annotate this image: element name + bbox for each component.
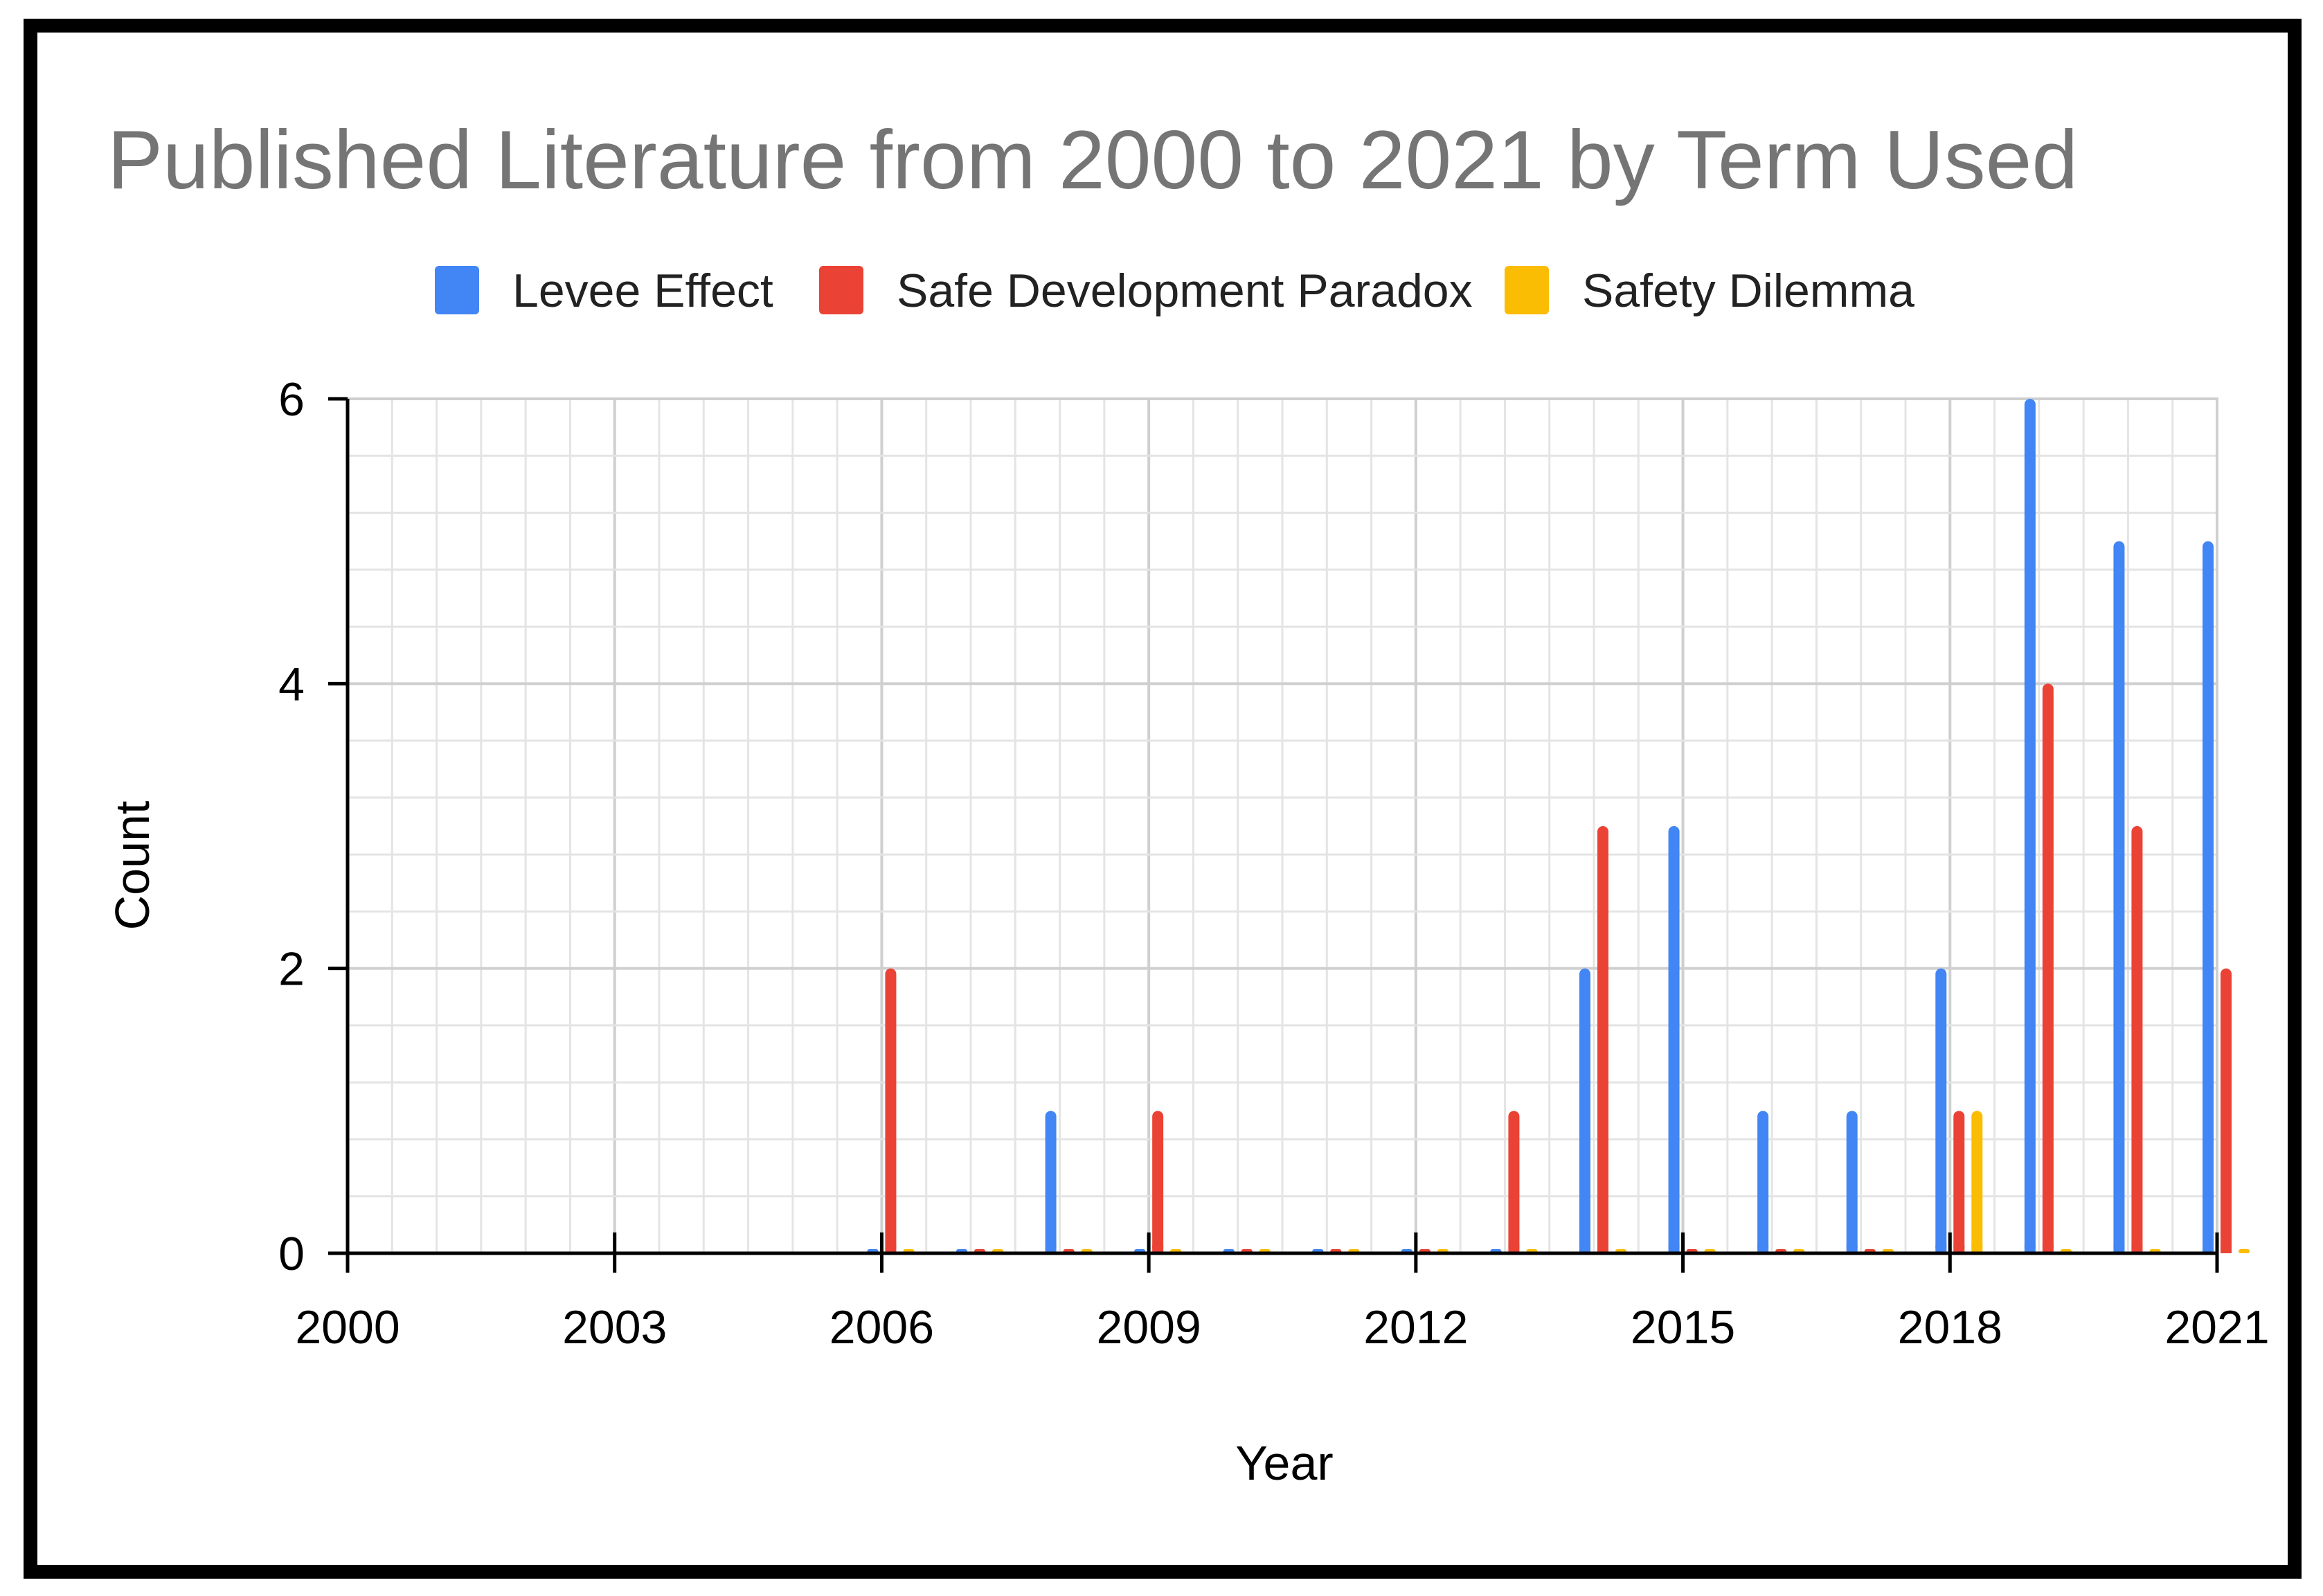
bar-levee-effect-2015 [1668, 826, 1680, 1253]
legend-swatch-levee-effect [435, 266, 479, 314]
x-tick-label: 2000 [295, 1301, 400, 1354]
x-tick-label: 2015 [1631, 1301, 1735, 1354]
bar-base-levee-effect-2017 [1846, 1245, 1858, 1253]
outer-frame [24, 19, 2302, 1579]
legend-label-safe-development-paradox: Safe Development Paradox [897, 264, 1473, 317]
bar-zero-safety-dilemma-2021 [2239, 1249, 2250, 1253]
bar-levee-effect-2017 [1846, 1111, 1858, 1253]
bar-safe-development-paradox-2021 [2221, 968, 2232, 1253]
legend-label-safety-dilemma: Safety Dilemma [1582, 264, 1914, 317]
x-tick-label: 2021 [2164, 1301, 2269, 1354]
x-axis-title: Year [1235, 1436, 1333, 1490]
bar-base-safe-development-paradox-2019 [2042, 1245, 2054, 1253]
bar-base-safe-development-paradox-2013 [1508, 1245, 1520, 1253]
legend-label-levee-effect: Levee Effect [512, 264, 773, 317]
bar-safe-development-paradox-2006 [885, 968, 897, 1253]
bar-base-safe-development-paradox-2018 [1953, 1245, 1965, 1253]
bar-levee-effect-2016 [1757, 1111, 1769, 1253]
bar-base-safe-development-paradox-2021 [2221, 1245, 2232, 1253]
bar-base-safe-development-paradox-2009 [1152, 1245, 1164, 1253]
bar-levee-effect-2008 [1045, 1111, 1057, 1253]
bar-safety-dilemma-2018 [1971, 1111, 1983, 1253]
legend: Levee Effect Safe Development Paradox Safe… [435, 264, 1914, 317]
x-tick-label: 2018 [1898, 1301, 2002, 1354]
bars [867, 399, 2250, 1253]
bar-levee-effect-2019 [2024, 399, 2036, 1253]
bar-safe-development-paradox-2013 [1508, 1111, 1520, 1253]
bar-base-safety-dilemma-2018 [1971, 1245, 1983, 1253]
bar-safe-development-paradox-2014 [1597, 826, 1608, 1253]
axes [328, 397, 2219, 1273]
bar-base-levee-effect-2018 [1935, 1245, 1947, 1253]
bar-safe-development-paradox-2018 [1953, 1111, 1965, 1253]
bar-levee-effect-2018 [1935, 968, 1947, 1253]
legend-swatch-safe-development-paradox [819, 266, 863, 314]
bar-base-levee-effect-2015 [1668, 1245, 1680, 1253]
y-tick-label: 6 [278, 373, 305, 426]
bar-base-levee-effect-2008 [1045, 1245, 1057, 1253]
chart-title: Published Literature from 2000 to 2021 b… [107, 114, 2078, 206]
bar-base-levee-effect-2019 [2024, 1245, 2036, 1253]
x-tick-label: 2012 [1363, 1301, 1468, 1354]
bar-base-levee-effect-2014 [1579, 1245, 1590, 1253]
bar-base-levee-effect-2020 [2113, 1245, 2125, 1253]
x-tick-label: 2006 [829, 1301, 934, 1354]
bar-levee-effect-2021 [2203, 541, 2214, 1253]
bar-safe-development-paradox-2009 [1152, 1111, 1164, 1253]
bar-safe-development-paradox-2019 [2042, 683, 2054, 1253]
y-tick-label: 2 [278, 943, 305, 996]
bar-base-levee-effect-2016 [1757, 1245, 1769, 1253]
x-tick-label: 2009 [1097, 1301, 1201, 1354]
tick-labels: 0 2 4 6 2000 2003 2006 2009 2012 2015 2018 2021 [278, 373, 2269, 1354]
bar-base-safe-development-paradox-2020 [2131, 1245, 2143, 1253]
bar-base-levee-effect-2021 [2203, 1245, 2214, 1253]
y-axis-title: Count [105, 801, 159, 931]
bar-base-safe-development-paradox-2014 [1597, 1245, 1608, 1253]
bar-levee-effect-2020 [2113, 541, 2125, 1253]
y-tick-label: 0 [278, 1228, 305, 1280]
legend-swatch-safety-dilemma [1505, 266, 1549, 314]
x-tick-label: 2003 [562, 1301, 667, 1354]
y-tick-label: 4 [278, 658, 305, 710]
bar-levee-effect-2014 [1579, 968, 1590, 1253]
bar-safe-development-paradox-2020 [2131, 826, 2143, 1253]
bar-base-safe-development-paradox-2006 [885, 1245, 897, 1253]
